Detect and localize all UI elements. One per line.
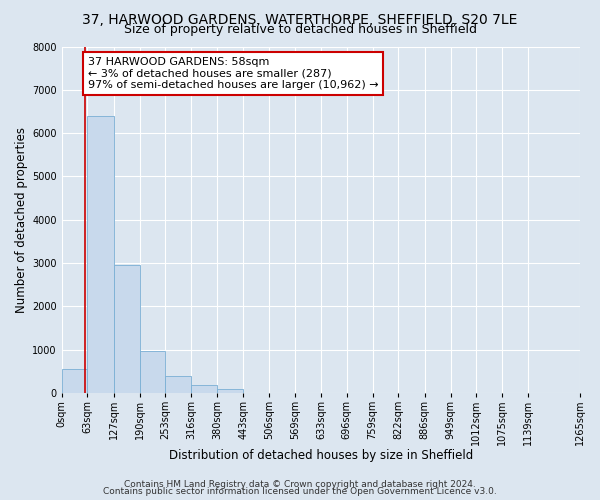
Text: 37 HARWOOD GARDENS: 58sqm
← 3% of detached houses are smaller (287)
97% of semi-: 37 HARWOOD GARDENS: 58sqm ← 3% of detach… — [88, 57, 378, 90]
Text: 37, HARWOOD GARDENS, WATERTHORPE, SHEFFIELD, S20 7LE: 37, HARWOOD GARDENS, WATERTHORPE, SHEFFI… — [82, 12, 518, 26]
Bar — [113, 265, 140, 393]
Text: Contains public sector information licensed under the Open Government Licence v3: Contains public sector information licen… — [103, 487, 497, 496]
Bar — [88, 116, 113, 393]
Bar — [140, 351, 166, 393]
Bar — [166, 376, 191, 393]
Bar — [191, 386, 217, 393]
Text: Contains HM Land Registry data © Crown copyright and database right 2024.: Contains HM Land Registry data © Crown c… — [124, 480, 476, 489]
Bar — [217, 388, 243, 393]
X-axis label: Distribution of detached houses by size in Sheffield: Distribution of detached houses by size … — [169, 450, 473, 462]
Bar — [62, 369, 88, 393]
Text: Size of property relative to detached houses in Sheffield: Size of property relative to detached ho… — [124, 22, 476, 36]
Y-axis label: Number of detached properties: Number of detached properties — [15, 126, 28, 312]
